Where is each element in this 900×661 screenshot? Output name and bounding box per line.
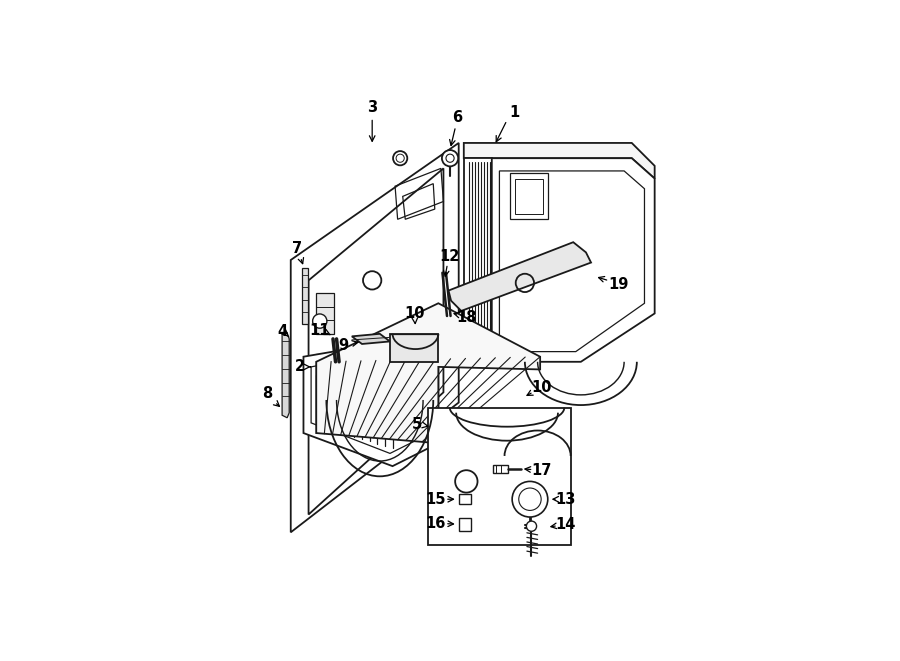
Circle shape [442, 150, 458, 167]
Polygon shape [464, 143, 654, 178]
Text: 6: 6 [452, 110, 463, 125]
Text: 1: 1 [509, 105, 520, 120]
Polygon shape [302, 268, 308, 324]
Polygon shape [352, 334, 390, 344]
Polygon shape [493, 465, 508, 473]
Text: 10: 10 [404, 306, 425, 321]
Text: 7: 7 [292, 241, 302, 256]
Polygon shape [428, 408, 571, 545]
Text: 10: 10 [531, 380, 552, 395]
Text: 3: 3 [367, 100, 377, 115]
Polygon shape [464, 158, 491, 364]
Text: 13: 13 [555, 492, 576, 507]
Polygon shape [316, 293, 334, 334]
Polygon shape [316, 303, 540, 444]
Circle shape [312, 314, 327, 329]
Polygon shape [390, 334, 438, 362]
FancyBboxPatch shape [459, 494, 472, 504]
Text: 2: 2 [295, 360, 305, 374]
Text: 18: 18 [456, 310, 477, 325]
Text: 4: 4 [277, 324, 287, 338]
Circle shape [526, 521, 536, 531]
Text: 11: 11 [310, 323, 330, 338]
Polygon shape [291, 143, 459, 532]
Polygon shape [491, 158, 654, 362]
Text: 16: 16 [426, 516, 446, 531]
Polygon shape [448, 242, 591, 311]
Text: 9: 9 [338, 338, 348, 352]
Circle shape [512, 481, 548, 517]
Polygon shape [316, 354, 334, 395]
Text: 19: 19 [608, 277, 628, 292]
Polygon shape [282, 332, 289, 418]
Text: 14: 14 [555, 517, 576, 532]
Text: 12: 12 [439, 249, 459, 264]
Text: 8: 8 [262, 387, 272, 401]
Polygon shape [303, 342, 438, 466]
Text: 15: 15 [426, 492, 446, 507]
FancyBboxPatch shape [459, 518, 472, 531]
Text: 5: 5 [412, 417, 422, 432]
Text: 17: 17 [532, 463, 552, 478]
